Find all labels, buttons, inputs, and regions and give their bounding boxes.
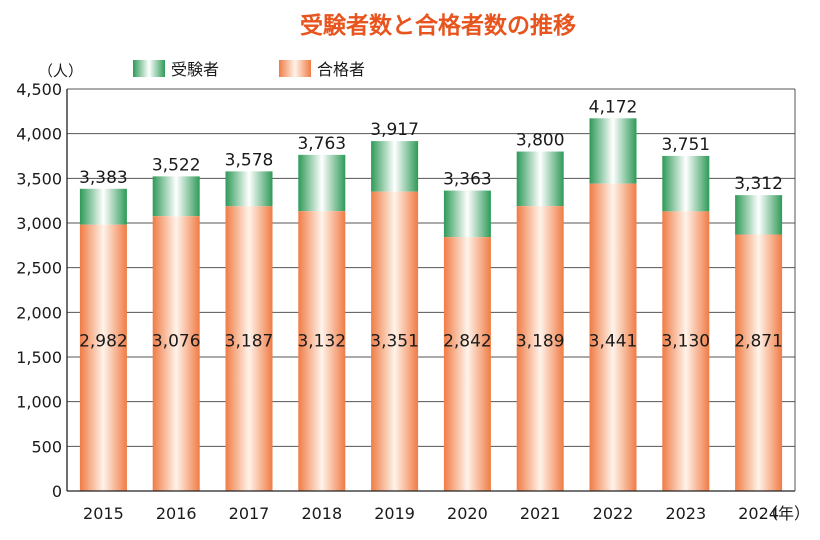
label-examinees-2024: 3,312 [734, 174, 783, 194]
y-tick-label: 3,000 [16, 214, 62, 233]
label-passers-2016: 3,076 [152, 331, 201, 351]
label-passers-2015: 2,982 [79, 331, 128, 351]
bar-passers-2016 [152, 216, 200, 491]
bar-passers-2019 [371, 191, 419, 492]
label-examinees-2016: 3,522 [152, 155, 201, 175]
y-unit-label: （人） [38, 62, 83, 80]
bar-examinees-2019 [371, 141, 419, 192]
label-passers-2021: 3,189 [516, 331, 565, 351]
y-tick-label: 4,500 [16, 80, 62, 99]
y-tick-label: 500 [31, 437, 62, 456]
x-tick-label-2019: 2019 [374, 504, 415, 523]
bar-passers-2018 [298, 211, 346, 491]
label-passers-2022: 3,441 [589, 331, 638, 351]
bar-examinees-2021 [516, 151, 564, 207]
bar-examinees-2015 [79, 188, 127, 225]
label-examinees-2015: 3,383 [79, 168, 128, 188]
bar-passers-2022 [589, 183, 637, 491]
label-passers-2023: 3,130 [661, 331, 710, 351]
bars [79, 118, 783, 492]
y-tick-label: 2,500 [16, 259, 62, 278]
x-tick-label-2017: 2017 [229, 504, 270, 523]
data-labels: 3,383 2,982 3,522 3,076 3,578 3,187 3,763 3,132… [79, 97, 783, 351]
x-tick-label-2022: 2022 [593, 504, 634, 523]
bar-examinees-2022 [589, 118, 637, 184]
x-tick-label-2024: 2024 [738, 504, 779, 523]
label-examinees-2023: 3,751 [661, 135, 710, 155]
label-examinees-2019: 3,917 [370, 120, 419, 140]
bar-passers-2024 [735, 234, 783, 492]
legend-label-passers: 合格者 [317, 60, 365, 79]
y-tick-label: 3,500 [16, 169, 62, 188]
y-tick-label: 1,000 [16, 393, 62, 412]
label-examinees-2021: 3,800 [516, 131, 565, 151]
bar-examinees-2023 [662, 155, 710, 212]
bar-examinees-2018 [298, 154, 346, 212]
label-passers-2017: 3,187 [225, 331, 274, 351]
x-tick-label-2016: 2016 [156, 504, 197, 523]
y-tick-label: 4,000 [16, 125, 62, 144]
label-passers-2018: 3,132 [297, 331, 346, 351]
x-axis-ticks: 2015 2016 2017 2018 2019 2020 2021 2022 2023 2024 [83, 504, 779, 523]
x-tick-label-2015: 2015 [83, 504, 124, 523]
legend: 受験者 合格者 [133, 60, 365, 79]
x-tick-label-2018: 2018 [301, 504, 342, 523]
bar-passers-2015 [79, 224, 127, 491]
y-tick-label: 2,000 [16, 303, 62, 322]
y-axis-ticks: 0 500 1,000 1,500 2,000 2,500 3,000 3,500 4,000 4… [16, 80, 62, 501]
legend-swatch-examinees [133, 60, 165, 77]
bar-examinees-2017 [225, 171, 273, 207]
label-examinees-2022: 4,172 [589, 97, 638, 117]
x-tick-label-2023: 2023 [665, 504, 706, 523]
x-tick-label-2021: 2021 [520, 504, 561, 523]
x-unit-label: （年） [762, 504, 810, 523]
bar-passers-2021 [516, 206, 564, 491]
label-passers-2020: 2,842 [443, 331, 492, 351]
chart-title: 受験者数と合格者数の推移 [300, 12, 576, 39]
label-examinees-2020: 3,363 [443, 170, 492, 190]
label-passers-2019: 3,351 [370, 331, 419, 351]
y-tick-label: 1,500 [16, 348, 62, 367]
label-examinees-2018: 3,763 [297, 134, 346, 154]
y-tick-label: 0 [52, 482, 62, 501]
bar-examinees-2024 [735, 195, 783, 235]
x-tick-label-2020: 2020 [447, 504, 488, 523]
label-examinees-2017: 3,578 [225, 150, 274, 170]
legend-label-examinees: 受験者 [171, 60, 219, 79]
bar-examinees-2016 [152, 176, 200, 217]
bar-passers-2020 [443, 237, 491, 491]
label-passers-2024: 2,871 [734, 331, 783, 351]
bar-examinees-2020 [443, 190, 491, 238]
bar-passers-2017 [225, 206, 273, 491]
bar-passers-2023 [662, 211, 710, 492]
legend-swatch-passers [279, 60, 311, 77]
